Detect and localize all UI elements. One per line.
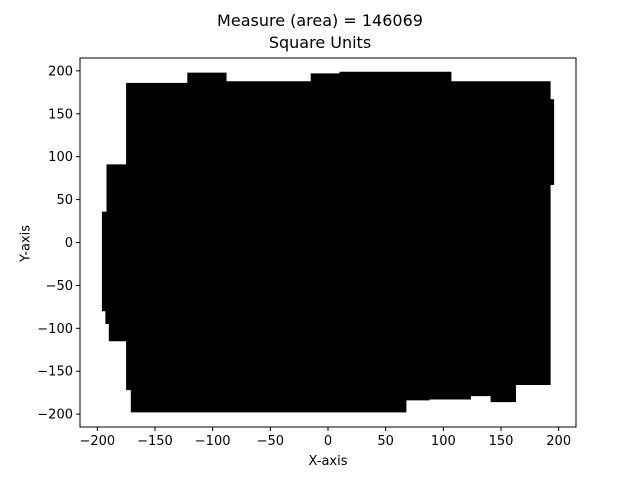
x-tick-label: −50 xyxy=(257,434,284,449)
chart-subtitle: Square Units xyxy=(268,33,372,52)
plot-frame xyxy=(79,57,577,428)
y-axis-label: Y-axis xyxy=(18,224,34,263)
y-tick-label: 50 xyxy=(56,193,73,208)
y-tick-label: −200 xyxy=(37,408,73,423)
x-tick-label: 200 xyxy=(546,434,571,449)
x-tick-label: 50 xyxy=(377,434,394,449)
y-tick-label: −100 xyxy=(37,322,73,337)
x-tick-label: −150 xyxy=(137,434,173,449)
x-tick-label: −200 xyxy=(79,434,115,449)
y-tick-label: 0 xyxy=(65,236,73,251)
y-tick-label: 200 xyxy=(48,64,73,79)
y-tick-label: 100 xyxy=(48,150,73,165)
filled-region xyxy=(101,71,555,413)
chart-title: Measure (area) = 146069 xyxy=(217,11,423,30)
x-tick-label: 0 xyxy=(324,434,332,449)
x-tick-label: 100 xyxy=(431,434,456,449)
y-tick-label: −50 xyxy=(46,279,73,294)
x-tick-label: −100 xyxy=(195,434,231,449)
x-axis-label: X-axis xyxy=(308,454,348,469)
y-tick-label: −150 xyxy=(37,365,73,380)
x-tick-label: 150 xyxy=(489,434,514,449)
y-tick-label: 150 xyxy=(48,107,73,122)
